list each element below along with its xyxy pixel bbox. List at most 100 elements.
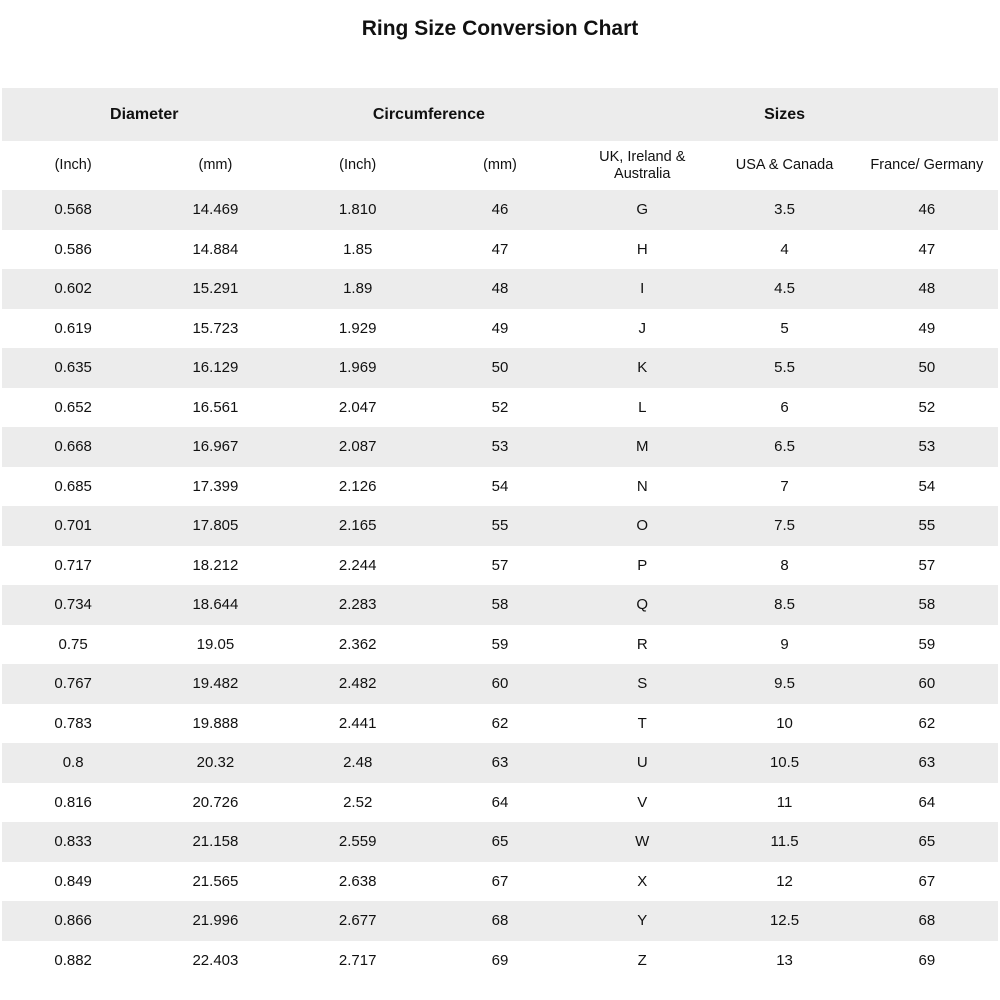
table-cell: 9 [780,635,789,653]
table-cell: 64 [491,793,509,811]
table-cell: 7.5 [774,517,795,535]
table-cell: 0.833 [54,833,92,851]
table-cell: 11.5 [770,833,799,851]
group-header-diameter: Diameter [2,88,287,141]
table-cell: I [640,280,645,298]
table-cell: 47 [491,240,509,258]
table-cell: 16.967 [192,438,239,456]
table-cell: J [638,319,647,337]
table-cell: X [637,872,648,890]
table-cell: 59 [918,635,936,653]
table-cell: 11 [776,793,793,811]
table-cell: 21.996 [192,912,239,930]
group-header-row: Diameter Circumference Sizes [2,88,998,141]
table-cell: 5.5 [774,359,795,377]
table-cell: 67 [918,872,936,890]
table-cell: N [636,477,648,495]
table-cell: 48 [918,280,936,298]
table-cell: 62 [491,714,509,732]
table-cell: 2.244 [338,556,377,574]
table-cell: 10 [776,714,793,732]
table-cell: G [636,201,649,219]
table-cell: 2.482 [338,675,377,693]
table-cell: 0.849 [54,872,92,890]
table-cell: 14.469 [192,201,239,219]
table-cell: 50 [491,359,509,377]
table-cell: 6.5 [774,438,795,456]
table-cell: 12 [776,872,793,890]
column-header: (mm) [198,157,233,173]
table-row: 0.866 21.996 2.677 68 Y 12.5 68 [2,901,998,941]
table-cell: 65 [918,833,936,851]
table-cell: 18.212 [192,556,239,574]
table-cell: 3.5 [774,201,795,219]
table-cell: 46 [918,201,936,219]
table-cell: 16.129 [192,359,239,377]
table-cell: 69 [491,951,509,969]
table-cell: 15.291 [192,280,239,298]
table-row: 0.8 20.32 2.48 63 U 10.5 63 [2,743,998,783]
table-cell: 20.32 [196,754,235,772]
table-row: 0.668 16.967 2.087 53 M 6.5 53 [2,427,998,467]
table-cell: 2.677 [338,912,377,930]
table-row: 0.882 22.403 2.717 69 Z 13 69 [2,941,998,981]
table-cell: 2.52 [343,793,373,811]
table-cell: 21.565 [192,872,239,890]
table-cell: 69 [918,951,936,969]
table-row: 0.701 17.805 2.165 55 O 7.5 55 [2,506,998,546]
table-cell: 5 [780,319,789,337]
table-cell: 68 [491,912,509,930]
table-cell: 57 [491,556,509,574]
table-row: 0.586 14.884 1.85 47 H 4 47 [2,230,998,270]
table-cell: 48 [491,280,509,298]
table-cell: 0.882 [54,951,92,969]
table-row: 0.568 14.469 1.810 46 G 3.5 46 [2,190,998,230]
table-cell: 4.5 [774,280,795,298]
table-cell: 18.644 [192,596,239,614]
table-cell: 0.816 [54,793,92,811]
table-cell: 2.441 [338,714,377,732]
table-cell: 0.783 [54,714,92,732]
table-cell: 62 [918,714,936,732]
table-cell: 0.701 [54,517,92,535]
table-row: 0.767 19.482 2.482 60 S 9.5 60 [2,664,998,704]
table-cell: 8.5 [774,596,795,614]
chart-title: Ring Size Conversion Chart [361,17,639,40]
table-cell: 12.5 [769,912,800,930]
ring-size-table: Diameter Circumference Sizes (Inch) (mm)… [2,88,998,980]
table-cell: 0.767 [54,675,92,693]
group-header-circumference: Circumference [286,88,572,141]
table-cell: 1.85 [343,240,373,258]
column-header: (Inch) [54,157,92,173]
table-cell: 7 [780,477,789,495]
table-cell: 49 [491,319,509,337]
table-cell: 0.652 [54,398,92,416]
table-cell: 46 [491,201,509,219]
table-cell: 2.362 [338,635,377,653]
table-cell: 2.126 [338,477,377,495]
table-cell: 0.586 [54,240,92,258]
table-cell: 68 [918,912,936,930]
table-cell: 64 [918,793,936,811]
table-cell: 8 [780,556,789,574]
table-cell: U [636,754,648,772]
table-cell: 59 [491,635,509,653]
table-cell: 54 [491,477,509,495]
table-cell: V [637,793,648,811]
table-cell: 67 [491,872,509,890]
table-cell: 6 [780,398,789,416]
table-cell: 10.5 [769,754,800,772]
table-row: 0.833 21.158 2.559 65 W 11.5 65 [2,822,998,862]
table-cell: 15.723 [192,319,239,337]
column-header: UK, Ireland & Australia [599,148,686,182]
table-cell: M [636,438,649,456]
column-header-row: (Inch) (mm) (Inch) (mm) UK, Ireland & Au… [2,141,998,190]
table-cell: 14.884 [192,240,239,258]
table-cell: 47 [918,240,936,258]
column-header: (Inch) [339,157,377,173]
column-header: France/ Germany [870,157,984,173]
table-cell: 4 [780,240,789,258]
table-cell: 65 [491,833,509,851]
table-cell: 1.89 [343,280,373,298]
table-cell: Z [637,951,647,969]
